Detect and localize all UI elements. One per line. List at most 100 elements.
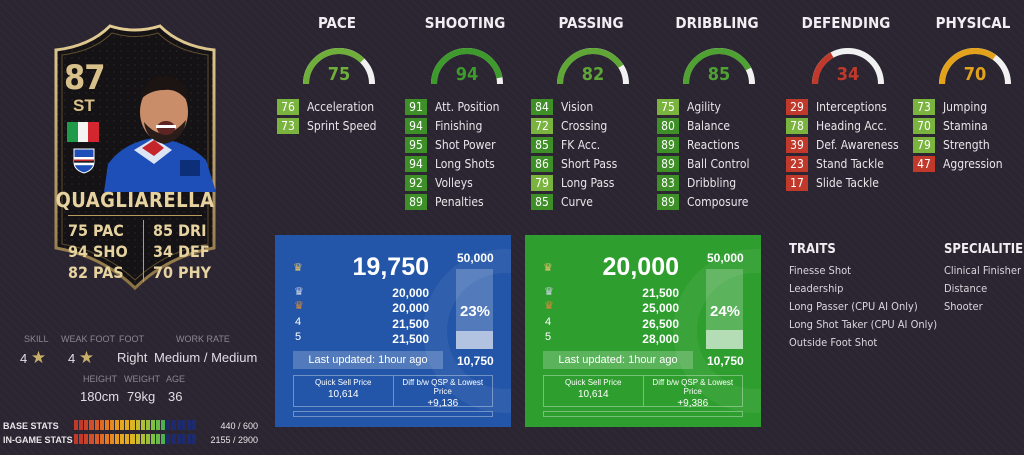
stat-category-passing: PASSING 82 84 Vision 72 Crossing 85 FK Acc. 86 Sh… <box>531 14 651 210</box>
tier-number: 4 <box>295 316 302 328</box>
sub-stat-value: 89 <box>657 193 679 210</box>
foot-value: Right <box>117 350 148 365</box>
stat-category-shooting: SHOOTING 94 91 Att. Position 94 Finishing 95 Sh… <box>405 14 525 210</box>
sub-stat-row: 79 Strength <box>913 136 990 153</box>
face-stats-left: 75 PAC 94 SHO 82 PAS <box>68 220 128 283</box>
gauge-fill <box>557 48 624 85</box>
sub-stat-name: Dribbling <box>687 175 737 190</box>
last-updated: Last updated: 1hour ago <box>543 351 693 369</box>
listed-price: 28,000 <box>642 332 679 346</box>
crown-icon: ♛ <box>543 262 553 274</box>
sub-stat-value: 76 <box>277 98 299 115</box>
nation-flag-icon <box>67 122 100 142</box>
ingame-stats-label: IN-GAME STATS <box>3 435 73 445</box>
specialities-title: SPECIALITIES <box>944 242 1024 257</box>
base-stats-label: BASE STATS <box>3 421 59 431</box>
sub-stat-value: 85 <box>531 136 553 153</box>
speciality-item: Distance Shooter <box>944 282 988 313</box>
sub-stat-value: 29 <box>786 98 808 115</box>
listed-price: 25,000 <box>642 301 679 315</box>
sub-stat-name: Jumping <box>943 99 988 114</box>
sub-stat-row: 86 Short Pass <box>531 155 617 172</box>
weak-foot-value: 4 ★ <box>68 348 94 368</box>
sub-stat-name: Reactions <box>687 137 740 152</box>
sub-stat-name: Heading Acc. <box>816 118 887 133</box>
sub-stat-value: 89 <box>657 155 679 172</box>
traits-title: TRAITS <box>789 242 836 257</box>
sub-stat-name: Crossing <box>561 118 608 133</box>
bar-segment <box>84 434 89 444</box>
ingame-stats-value: 2155 / 2900 <box>210 435 258 445</box>
club-badge-icon <box>73 148 95 174</box>
sub-stat-name: Slide Tackle <box>816 175 879 190</box>
specialities-section: SPECIALITIES Clinical Finisher Distance … <box>944 242 1024 313</box>
category-title: PACE <box>317 14 357 32</box>
sub-stat-value: 47 <box>913 155 935 172</box>
height-value: 180cm <box>80 389 120 404</box>
bar-segment <box>135 434 140 444</box>
bar-segment <box>120 420 125 430</box>
sub-stat-row: 23 Stand Tackle <box>786 155 884 172</box>
sub-stat-name: Shot Power <box>435 137 496 152</box>
card-divider <box>68 215 202 216</box>
bar-segment <box>79 434 84 444</box>
skill-star-icon: ★ <box>30 348 47 367</box>
sub-stat-row: 47 Aggression <box>913 155 1003 172</box>
sub-stat-value: 84 <box>531 98 553 115</box>
category-rating: 82 <box>581 64 605 85</box>
price-range-fill <box>706 330 743 349</box>
gauge-fill <box>431 48 503 85</box>
height-label: HEIGHT <box>83 374 118 384</box>
bar-segment <box>89 434 94 444</box>
sub-stat-row: 89 Reactions <box>657 136 739 153</box>
sub-stat-name: Long Pass <box>561 175 615 190</box>
bar-segment <box>109 434 114 444</box>
card-divider-vertical <box>143 220 144 282</box>
diff-label: Diff b/w QSP & Lowest Price <box>402 378 484 396</box>
sub-stat-value: 78 <box>786 117 808 134</box>
diff-value: +9,386 <box>677 398 709 409</box>
bar-segment <box>191 420 196 430</box>
sub-stat-name: Finishing <box>435 118 483 133</box>
tier-number: 5 <box>545 331 552 343</box>
trait-item: Finesse Shot <box>789 264 852 277</box>
overall-rating: 87 <box>64 58 106 98</box>
bar-segment <box>109 420 114 430</box>
sub-stat-name: Composure <box>687 194 749 209</box>
weak-foot-label: WEAK FOOT <box>61 334 115 344</box>
bar-segment <box>74 420 79 430</box>
sub-stat-value: 39 <box>786 136 808 153</box>
rating-gauge <box>939 48 1011 85</box>
face-stat-pac: 75 PAC <box>68 221 124 240</box>
bar-segment <box>181 434 186 444</box>
price-box-xbox: ♛ 20,000 21,500 25,000 26,500 28,000 ♛ ♛ 4 5 50,00… <box>525 235 761 427</box>
bar-segment <box>104 420 109 430</box>
player-position: ST <box>73 96 95 115</box>
listed-price: 20,000 <box>392 301 429 315</box>
sub-stat-row: 73 Sprint Speed <box>277 117 377 134</box>
sub-stat-value: 95 <box>405 136 427 153</box>
sub-stat-row: 39 Def. Awareness <box>786 136 899 153</box>
stat-category-defending: DEFENDING 34 29 Interceptions 78 Heading Acc.… <box>786 14 906 191</box>
bar-segment <box>181 420 186 430</box>
age-value: 36 <box>168 389 183 404</box>
diff-cell: Diff b/w QSP & Lowest Price +9,136 <box>394 376 493 409</box>
player-name: QUAGLIARELLA <box>55 188 215 212</box>
bar-segment <box>166 420 171 430</box>
price-box-watermark <box>673 249 761 413</box>
last-updated: Last updated: 1hour ago <box>293 351 443 369</box>
price-range-bar <box>456 269 493 349</box>
sub-stat-row: 89 Penalties <box>405 193 484 210</box>
sub-stat-name: Vision <box>561 99 594 114</box>
sub-stat-row: 17 Slide Tackle <box>786 174 879 191</box>
face-stat-dri: 85 DRI <box>153 221 207 240</box>
sub-stat-row: 75 Agility <box>657 98 721 115</box>
quick-sell-cell: Quick Sell Price 10,614 <box>294 376 394 406</box>
bar-segment <box>104 434 109 444</box>
diff-cell: Diff b/w QSP & Lowest Price +9,386 <box>644 376 743 409</box>
category-title: PASSING <box>558 14 624 32</box>
sub-stat-value: 73 <box>913 98 935 115</box>
bar-segment <box>140 420 145 430</box>
foot-label: FOOT <box>119 334 144 344</box>
sub-stat-name: Volleys <box>435 175 473 190</box>
